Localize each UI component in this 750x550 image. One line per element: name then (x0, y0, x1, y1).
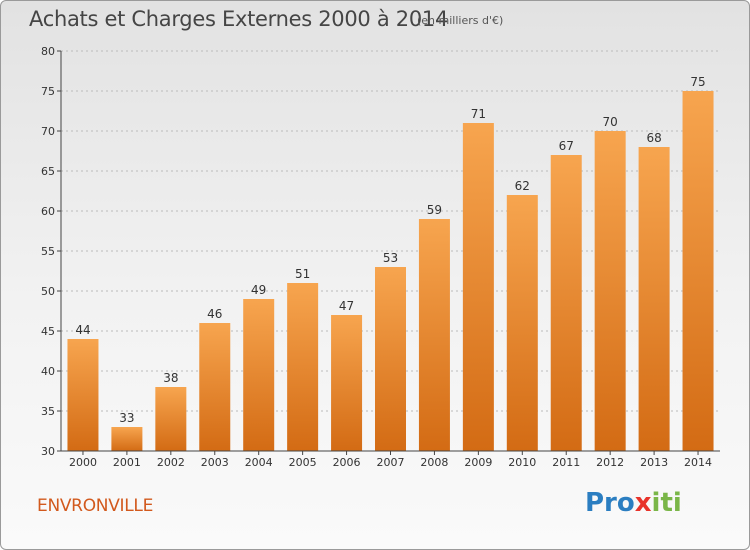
x-tick-label: 2010 (508, 456, 536, 469)
bar (638, 147, 670, 451)
x-tick-label: 2009 (464, 456, 492, 469)
x-tick-label: 2003 (201, 456, 229, 469)
data-label: 53 (383, 251, 398, 265)
bar (331, 315, 363, 451)
data-label: 44 (75, 323, 90, 337)
bars (67, 91, 714, 451)
x-tick-label: 2006 (333, 456, 361, 469)
data-label: 67 (559, 139, 574, 153)
x-tick-label: 2008 (420, 456, 448, 469)
bar (67, 339, 99, 451)
data-label: 70 (603, 115, 618, 129)
bar (682, 91, 714, 451)
y-tick-label: 70 (41, 125, 55, 138)
x-tick-label: 2013 (640, 456, 668, 469)
bar (111, 427, 143, 451)
y-tick-label: 50 (41, 285, 55, 298)
logo-part-iti: iti (651, 488, 682, 518)
x-tick-label: 2005 (289, 456, 317, 469)
data-label: 38 (163, 371, 178, 385)
bar (243, 299, 275, 451)
bar (506, 195, 538, 451)
y-tick-label: 55 (41, 245, 55, 258)
bar (375, 267, 406, 451)
data-label: 68 (646, 131, 661, 145)
data-label: 75 (690, 75, 705, 89)
y-tick-label: 65 (41, 165, 55, 178)
bar (199, 323, 231, 451)
x-tick-label: 2001 (113, 456, 141, 469)
logo-part-pro: Pro (585, 488, 635, 518)
bar (462, 123, 494, 451)
y-tick-label: 40 (41, 365, 55, 378)
y-tick-label: 30 (41, 445, 55, 458)
bar (418, 219, 450, 451)
data-label: 62 (515, 179, 530, 193)
x-tick-label: 2012 (596, 456, 624, 469)
data-label: 59 (427, 203, 442, 217)
y-tick-label: 75 (41, 85, 55, 98)
data-label: 71 (471, 107, 486, 121)
data-label: 47 (339, 299, 354, 313)
x-tick-label: 2002 (157, 456, 185, 469)
chart-title: Achats et Charges Externes 2000 à 2014 (29, 7, 449, 31)
data-label: 33 (119, 411, 134, 425)
commune-name: ENVRONVILLE (37, 496, 154, 516)
proxiti-logo: Proxiti (585, 488, 682, 518)
chart-subtitle: (en milliers d'€) (417, 14, 504, 27)
bar (287, 283, 319, 451)
data-label: 46 (207, 307, 222, 321)
x-tick-label: 2000 (69, 456, 97, 469)
bar (594, 131, 626, 451)
y-tick-label: 35 (41, 405, 55, 418)
x-tick-label: 2011 (552, 456, 580, 469)
y-tick-label: 80 (41, 45, 55, 58)
x-tick-label: 2014 (684, 456, 712, 469)
bar (550, 155, 582, 451)
x-tick-label: 2004 (245, 456, 273, 469)
x-tick-label: 2007 (377, 456, 405, 469)
y-tick-label: 45 (41, 325, 55, 338)
logo-part-x: x (634, 488, 652, 518)
labels: 30 35 40 45 50 55 60 65 70 75 80 44 2000 33 2001 38 2002… (41, 45, 712, 469)
bar (155, 387, 187, 451)
axes (57, 50, 720, 455)
data-label: 51 (295, 267, 310, 281)
data-label: 49 (251, 283, 266, 297)
y-tick-label: 60 (41, 205, 55, 218)
